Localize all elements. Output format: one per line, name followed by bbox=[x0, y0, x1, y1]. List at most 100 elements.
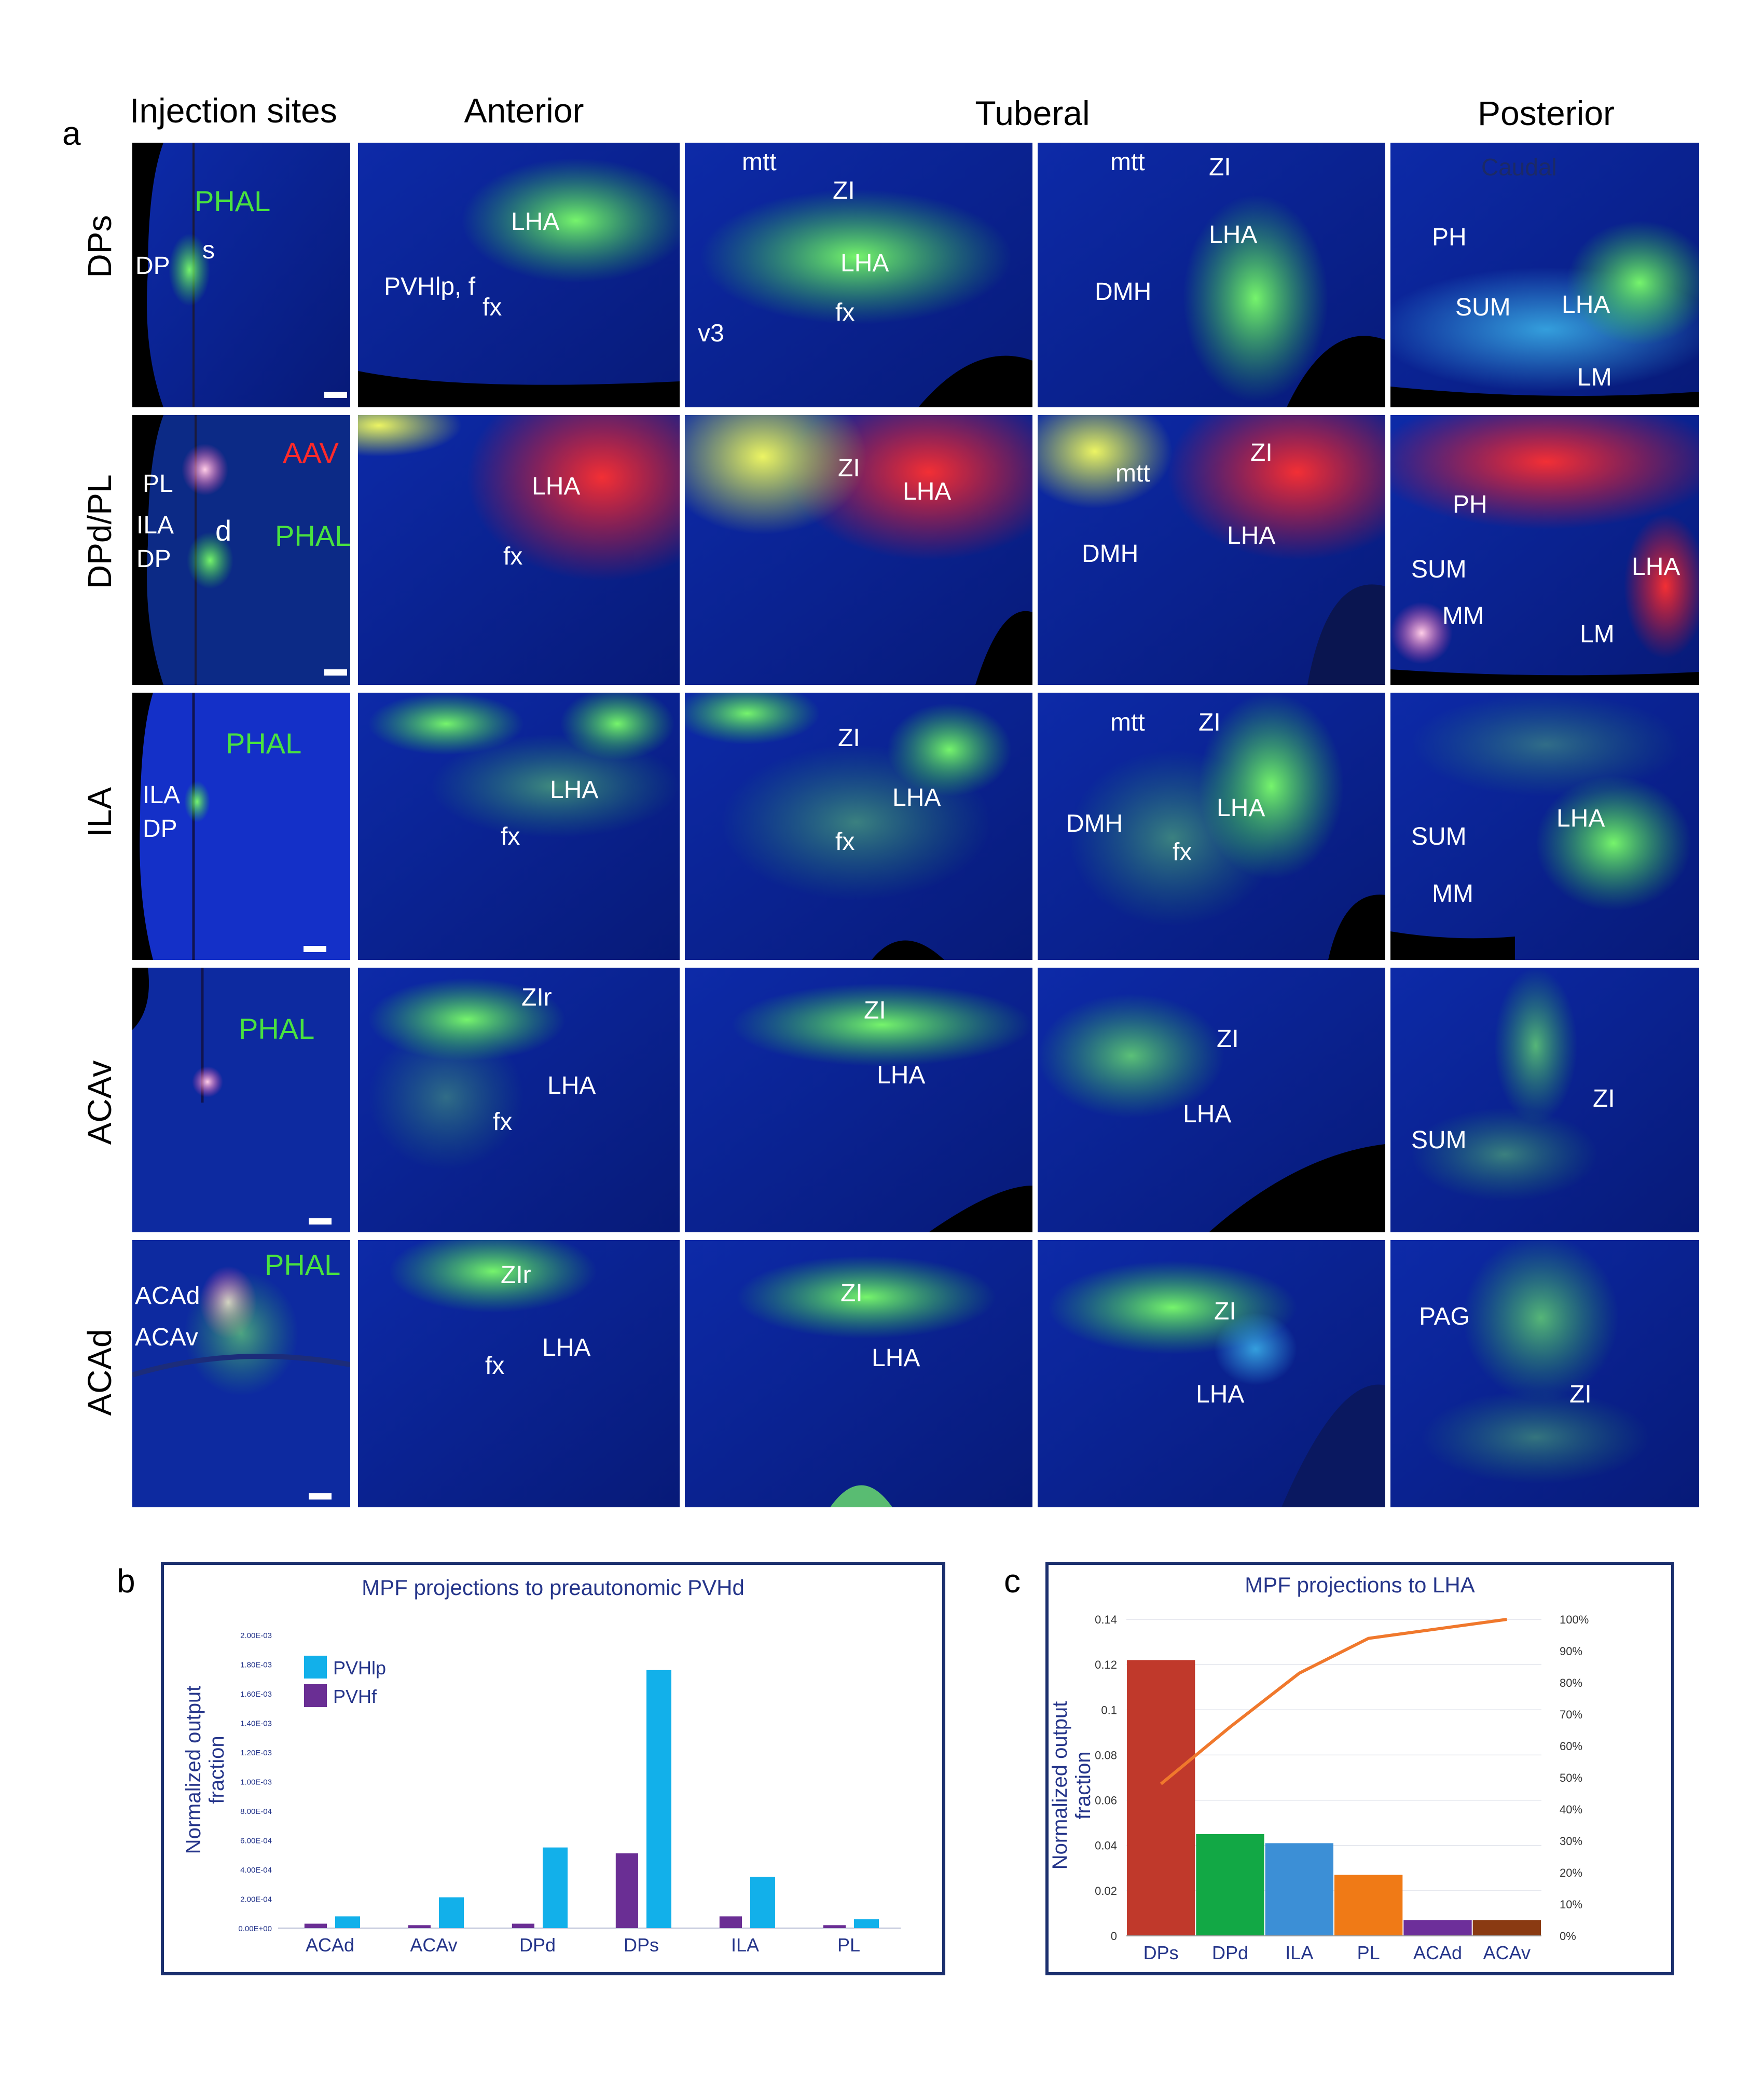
r5c5-pag: PAG bbox=[1419, 1303, 1470, 1330]
r2c2-fx: fx bbox=[503, 543, 523, 570]
chart-c-bar bbox=[1265, 1843, 1333, 1936]
chart-b-ytick: 4.00E-04 bbox=[240, 1866, 272, 1875]
r3c2-fx: fx bbox=[501, 823, 520, 850]
chart-c-xtick: ACAd bbox=[1413, 1942, 1462, 1963]
chart-c-ytick: 0.06 bbox=[1095, 1794, 1117, 1807]
chart-b-ytick: 2.00E-03 bbox=[240, 1631, 272, 1640]
r1c2-lha: LHA bbox=[511, 208, 560, 236]
r1c5-lm: LM bbox=[1577, 364, 1612, 391]
chart-b-xtick: ACAd bbox=[306, 1934, 354, 1956]
tile-r1-tuberal-a: mtt ZI LHA fx v3 bbox=[685, 143, 1032, 407]
tile-r1-anterior: LHA PVHlp, f fx bbox=[358, 143, 680, 407]
chart-b-xtick: DPs bbox=[624, 1934, 659, 1956]
chart-c-ytick: 0 bbox=[1111, 1930, 1117, 1943]
r3c4-zi: ZI bbox=[1198, 709, 1221, 736]
tile-r1-posterior: Caudal PH SUM LHA LM bbox=[1390, 143, 1699, 407]
r4c4-lha: LHA bbox=[1183, 1101, 1232, 1128]
inj-label-pl: PL bbox=[143, 470, 173, 498]
chart-c-title: MPF projections to LHA bbox=[1245, 1573, 1475, 1597]
chart-c-y2tick: 40% bbox=[1560, 1803, 1582, 1816]
r4c5-zi: ZI bbox=[1593, 1085, 1615, 1112]
r1c5-lha: LHA bbox=[1562, 291, 1610, 319]
chart-b-bar-pvhlp bbox=[439, 1897, 464, 1928]
r1c3-lha: LHA bbox=[840, 250, 889, 277]
chart-c-ytick: 0.1 bbox=[1101, 1703, 1117, 1716]
chart-c-y2tick: 100% bbox=[1560, 1613, 1589, 1626]
r1c5-sum: SUM bbox=[1455, 294, 1511, 321]
tile-r3-tuberal-a: ZI LHA fx bbox=[685, 693, 1032, 960]
chart-b-xtick: ACAv bbox=[410, 1934, 457, 1956]
chart-c-y2tick: 30% bbox=[1560, 1835, 1582, 1848]
r4c2-fx: fx bbox=[493, 1108, 513, 1136]
inj-label-s: s bbox=[202, 237, 215, 264]
chart-c-xtick: DPs bbox=[1143, 1942, 1179, 1963]
r2c5-sum: SUM bbox=[1411, 556, 1467, 583]
inj-label-aav: AAV bbox=[283, 436, 339, 469]
r3c4-lha: LHA bbox=[1217, 794, 1265, 822]
r3c3-zi: ZI bbox=[838, 724, 860, 752]
inj-label-phal: PHAL bbox=[195, 185, 271, 217]
chart-c-ytick: 0.08 bbox=[1095, 1749, 1117, 1762]
tile-r4-anterior: ZIr LHA fx bbox=[358, 968, 680, 1232]
chart-c-xtick: ILA bbox=[1285, 1942, 1313, 1963]
r3c4-dmh: DMH bbox=[1066, 810, 1123, 837]
r1c4-mtt: mtt bbox=[1110, 148, 1145, 176]
r1c3-zi: ZI bbox=[833, 177, 855, 204]
inj-label-acav: ACAv bbox=[135, 1324, 198, 1351]
r2c4-lha: LHA bbox=[1227, 522, 1276, 549]
chart-c-ytick: 0.04 bbox=[1095, 1839, 1117, 1852]
r3c3-lha: LHA bbox=[892, 784, 941, 811]
chart-c-svg: 0 0.02 0.04 0.06 0.08 0.1 0.12 0.14 0% 10% 20% 30% 4… bbox=[1095, 1613, 1589, 1963]
chart-b-bar-pvhlp bbox=[543, 1847, 568, 1928]
r4c4-zi: ZI bbox=[1217, 1025, 1239, 1053]
r1c3-v3: v3 bbox=[698, 320, 724, 347]
r1c5-ph: PH bbox=[1432, 224, 1467, 251]
tile-r3-posterior: SUM LHA MM bbox=[1390, 693, 1699, 960]
chart-b-ytick: 2.00E-04 bbox=[240, 1895, 272, 1904]
r5c4-lha: LHA bbox=[1196, 1381, 1245, 1408]
tile-r4-posterior: ZI SUM bbox=[1390, 968, 1699, 1232]
r2c2-lha: LHA bbox=[532, 473, 581, 500]
chart-b-ytick: 1.60E-03 bbox=[240, 1690, 272, 1699]
inj-label-phal-5: PHAL bbox=[265, 1248, 341, 1281]
chart-c-ytick: 0.14 bbox=[1095, 1613, 1117, 1626]
chart-b-legend-label: PVHf bbox=[333, 1686, 377, 1707]
r1c3-fx: fx bbox=[835, 299, 855, 326]
row-label-acav: ACAv bbox=[81, 1060, 118, 1145]
tile-r2-tuberal-a: ZI LHA bbox=[685, 415, 1032, 685]
r3c2-lha: LHA bbox=[550, 776, 599, 804]
chart-c-xtick: DPd bbox=[1212, 1942, 1248, 1963]
r1c3-mtt: mtt bbox=[742, 148, 777, 176]
chart-c-y2tick: 80% bbox=[1560, 1676, 1582, 1689]
r1c5-caudal: Caudal bbox=[1481, 154, 1557, 181]
tile-r2-tuberal-b: mtt ZI DMH LHA bbox=[1038, 415, 1385, 685]
chart-b-ytick: 1.80E-03 bbox=[240, 1661, 272, 1670]
chart-c-bar bbox=[1472, 1920, 1541, 1936]
r2c4-dmh: DMH bbox=[1082, 540, 1139, 568]
chart-b-bar-pvhlp bbox=[750, 1877, 775, 1928]
r5c4-zi: ZI bbox=[1214, 1298, 1236, 1325]
chart-c-y2tick: 50% bbox=[1560, 1771, 1582, 1784]
panel-a-letter: a bbox=[62, 115, 81, 152]
chart-b-ytick: 1.40E-03 bbox=[240, 1720, 272, 1728]
tile-r5-injection: PHAL ACAd ACAv bbox=[132, 1240, 350, 1507]
r2c5-lm: LM bbox=[1580, 621, 1615, 648]
r2c5-mm: MM bbox=[1442, 602, 1484, 630]
chart-c-y2tick: 70% bbox=[1560, 1708, 1582, 1721]
r5c2-zir: ZIr bbox=[501, 1261, 531, 1289]
r3c5-sum: SUM bbox=[1411, 823, 1467, 850]
chart-c-y2tick: 90% bbox=[1560, 1645, 1582, 1658]
chart-c-frame: MPF projections to LHA Normalized output… bbox=[1045, 1562, 1674, 1975]
chart-b-frame: MPF projections to preautonomic PVHd Nor… bbox=[161, 1562, 945, 1975]
tile-r1-tuberal-b: mtt ZI LHA DMH bbox=[1038, 143, 1385, 407]
row-label-dpd-pl: DPd/PL bbox=[81, 474, 118, 589]
r3c3-fx: fx bbox=[835, 828, 855, 856]
r5c2-lha: LHA bbox=[542, 1334, 591, 1361]
tile-r4-tuberal-a: ZI LHA bbox=[685, 968, 1032, 1232]
chart-b-xtick: ILA bbox=[731, 1934, 759, 1956]
header-tuberal: Tuberal bbox=[975, 94, 1090, 132]
r3c4-fx: fx bbox=[1173, 838, 1192, 866]
chart-b-bar-pvhlp bbox=[646, 1670, 671, 1928]
row-label-dps: DPs bbox=[81, 215, 118, 278]
r1c4-lha: LHA bbox=[1209, 221, 1258, 249]
